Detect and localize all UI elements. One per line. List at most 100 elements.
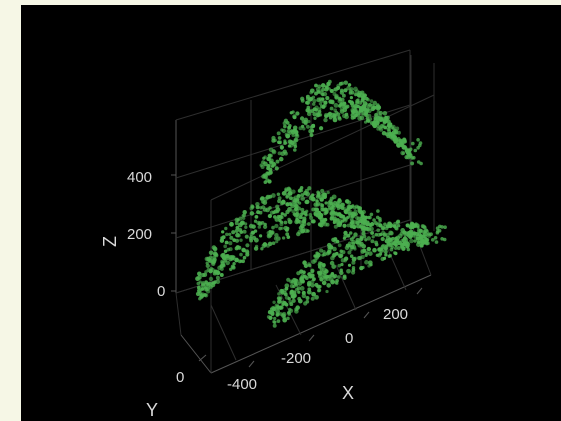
scatter-point (222, 264, 226, 268)
scatter-point (261, 243, 267, 249)
scatter-point (314, 255, 319, 260)
scatter-point (205, 263, 210, 269)
scatter-point (380, 256, 385, 262)
scatter-point (429, 232, 433, 236)
scatter-point (310, 129, 315, 133)
scatter-point (349, 95, 354, 100)
scatter-point (257, 225, 261, 229)
scatter-point (358, 101, 363, 105)
scatter-point (406, 233, 412, 238)
x-tick-label-neg200: -200 (281, 350, 311, 367)
scatter-point (231, 265, 236, 270)
scatter-point (320, 207, 325, 212)
scatter-point (296, 194, 301, 198)
y-tick-label-0: 0 (176, 369, 184, 386)
scatter-point (375, 119, 380, 123)
scatter-point (353, 232, 358, 237)
scatter-point (369, 226, 374, 232)
scatter-point (297, 298, 303, 304)
scatter-point (436, 229, 440, 234)
scatter-point (323, 100, 328, 105)
scatter-point (337, 198, 342, 204)
scatter-point (334, 110, 339, 115)
scatter-point (375, 253, 380, 258)
scatter-point (372, 105, 377, 110)
x-axis-label: X (342, 383, 354, 403)
scatter-point (393, 139, 399, 144)
scatter-point (326, 190, 330, 195)
scatter-point (206, 267, 211, 273)
scatter-point (359, 236, 364, 241)
scatter-point (236, 218, 240, 222)
scatter-point (395, 126, 400, 131)
scatter-point (382, 111, 388, 116)
scatter-point (384, 253, 388, 257)
scatter-point (322, 194, 327, 199)
scatter-point (304, 199, 309, 205)
scatter-point (271, 135, 276, 141)
scatter-point (276, 296, 281, 301)
scatter-point (209, 266, 214, 271)
scatter-point (416, 146, 420, 150)
scatter-point (324, 201, 328, 205)
scatter-point (351, 239, 356, 245)
scatter-point (292, 293, 297, 298)
scatter-point (220, 267, 224, 271)
scatter-point (333, 224, 338, 229)
scatter-point (348, 231, 353, 235)
scatter-point (286, 235, 291, 239)
scatter3d-plot[interactable]: 400 200 0 Z -400 -200 0 200 X 0 Y (21, 5, 561, 421)
scatter-point (309, 215, 314, 220)
scatter-point (298, 188, 302, 192)
scatter-point (368, 102, 372, 107)
scatter-point (281, 236, 286, 240)
scatter-point (383, 249, 388, 254)
scatter-point (300, 196, 306, 201)
scatter-point (280, 215, 284, 220)
scatter-point (337, 243, 342, 248)
scatter-point (367, 251, 373, 256)
scatter-point (406, 247, 411, 252)
scatter-point (322, 267, 328, 273)
scatter-point (251, 224, 256, 229)
scatter-point (242, 216, 246, 220)
scatter-point (306, 109, 312, 114)
scatter-point (371, 235, 375, 239)
scatter-point (425, 229, 429, 234)
scatter-point (315, 199, 319, 203)
scatter-point (271, 241, 276, 245)
scatter-point (197, 275, 202, 280)
scatter-point (353, 247, 357, 251)
scatter-point (339, 88, 344, 93)
scatter-point (316, 111, 320, 115)
scatter-point (291, 298, 296, 303)
scatter-point (365, 227, 370, 232)
scatter-point (411, 141, 415, 146)
scatter-point (263, 174, 268, 180)
scatter-point (361, 209, 366, 215)
scatter-point (307, 119, 311, 124)
scatter-point (266, 166, 270, 171)
z-tick-label-0: 0 (157, 283, 165, 300)
scatter-point (336, 206, 341, 211)
scatter-point (244, 234, 249, 239)
scatter-point (413, 239, 417, 243)
scatter-point (353, 256, 357, 260)
scatter-point (394, 238, 399, 244)
scatter-point (283, 213, 287, 217)
scatter-point (375, 215, 380, 220)
scatter-point (339, 214, 344, 218)
scatter-point (309, 90, 313, 95)
scatter-point (433, 236, 438, 240)
scatter-point (220, 236, 224, 240)
scatter-point (298, 126, 303, 131)
plot-canvas[interactable]: 400 200 0 Z -400 -200 0 200 X 0 Y (21, 5, 561, 421)
scatter-point (400, 228, 406, 233)
scatter-point (378, 218, 382, 223)
scatter-point (335, 278, 339, 283)
scatter-point (364, 238, 368, 242)
scatter-point (234, 257, 240, 263)
scatter-point (242, 229, 247, 234)
scatter-point (320, 83, 326, 88)
scatter-point (277, 292, 281, 296)
